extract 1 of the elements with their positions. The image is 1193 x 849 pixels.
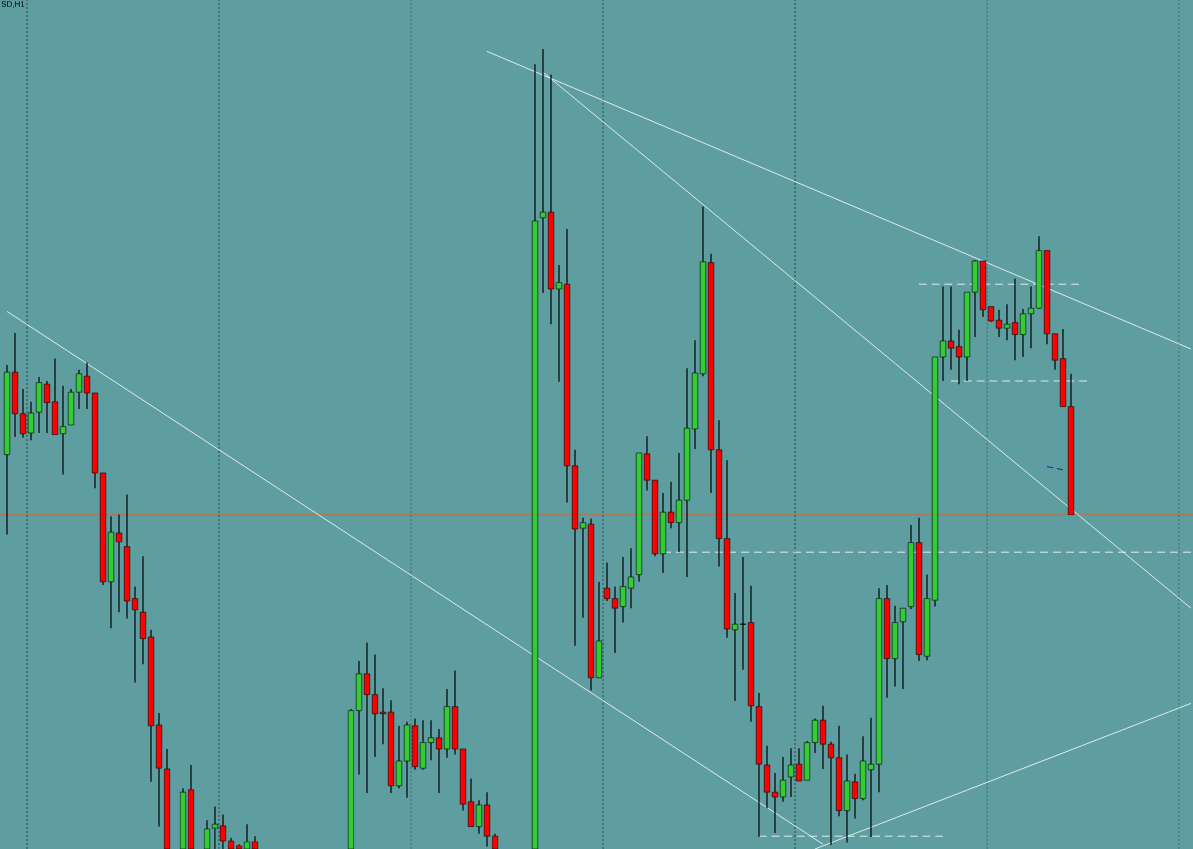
chart-title: SD,H1	[1, 1, 25, 8]
